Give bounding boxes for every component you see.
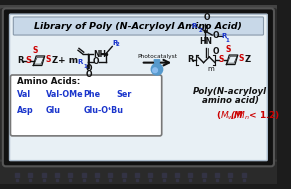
Text: Glu: Glu [46, 106, 61, 115]
Text: Z: Z [244, 55, 251, 64]
Text: ($M_w$/$M_n$< 1.2): ($M_w$/$M_n$< 1.2) [216, 110, 280, 122]
FancyBboxPatch shape [10, 14, 267, 161]
Text: (M: (M [230, 111, 243, 120]
Text: Photocatalyst: Photocatalyst [137, 54, 177, 59]
Text: R: R [222, 33, 227, 39]
Text: 2: 2 [116, 42, 120, 47]
Polygon shape [154, 60, 160, 64]
Text: 1: 1 [83, 64, 87, 69]
Text: S: S [26, 56, 32, 65]
Text: Library of Poly (N-Acryloyl Amino Acid): Library of Poly (N-Acryloyl Amino Acid) [34, 22, 242, 30]
Text: Amino Acids:: Amino Acids: [17, 77, 80, 86]
Text: R: R [77, 59, 83, 65]
Text: Poly(N-acryloyl: Poly(N-acryloyl [193, 87, 267, 96]
Text: O: O [213, 47, 220, 56]
Text: Phe: Phe [84, 91, 101, 99]
Text: O: O [85, 70, 92, 79]
FancyBboxPatch shape [3, 9, 274, 166]
Text: R: R [112, 40, 118, 46]
Text: O: O [212, 32, 219, 40]
Text: 2: 2 [199, 28, 203, 33]
Text: R: R [17, 56, 24, 65]
Text: Asp: Asp [17, 106, 34, 115]
Text: NH: NH [93, 50, 106, 59]
Text: m: m [208, 67, 214, 72]
FancyBboxPatch shape [0, 161, 280, 187]
Text: Val: Val [17, 91, 31, 99]
Text: Val-OMe: Val-OMe [46, 91, 83, 99]
Text: Ser: Ser [116, 91, 132, 99]
Text: O: O [203, 13, 210, 22]
Text: S: S [239, 54, 244, 63]
Text: amino acid): amino acid) [202, 96, 259, 105]
Text: S: S [32, 46, 38, 55]
Text: R: R [187, 55, 194, 64]
Text: S: S [46, 55, 51, 64]
Text: Z: Z [52, 56, 58, 65]
Text: + m: + m [58, 56, 78, 65]
Circle shape [153, 68, 157, 73]
Text: O: O [85, 64, 92, 73]
Text: S: S [219, 55, 224, 64]
Text: O: O [93, 57, 99, 66]
Text: HN: HN [199, 37, 212, 46]
Text: S: S [226, 45, 231, 54]
FancyBboxPatch shape [0, 6, 279, 171]
Text: Glu-OᵗBu: Glu-OᵗBu [84, 106, 124, 115]
Text: 1: 1 [226, 38, 229, 43]
Text: R: R [191, 23, 197, 29]
FancyBboxPatch shape [10, 75, 162, 136]
FancyBboxPatch shape [13, 17, 263, 35]
Circle shape [151, 64, 163, 75]
